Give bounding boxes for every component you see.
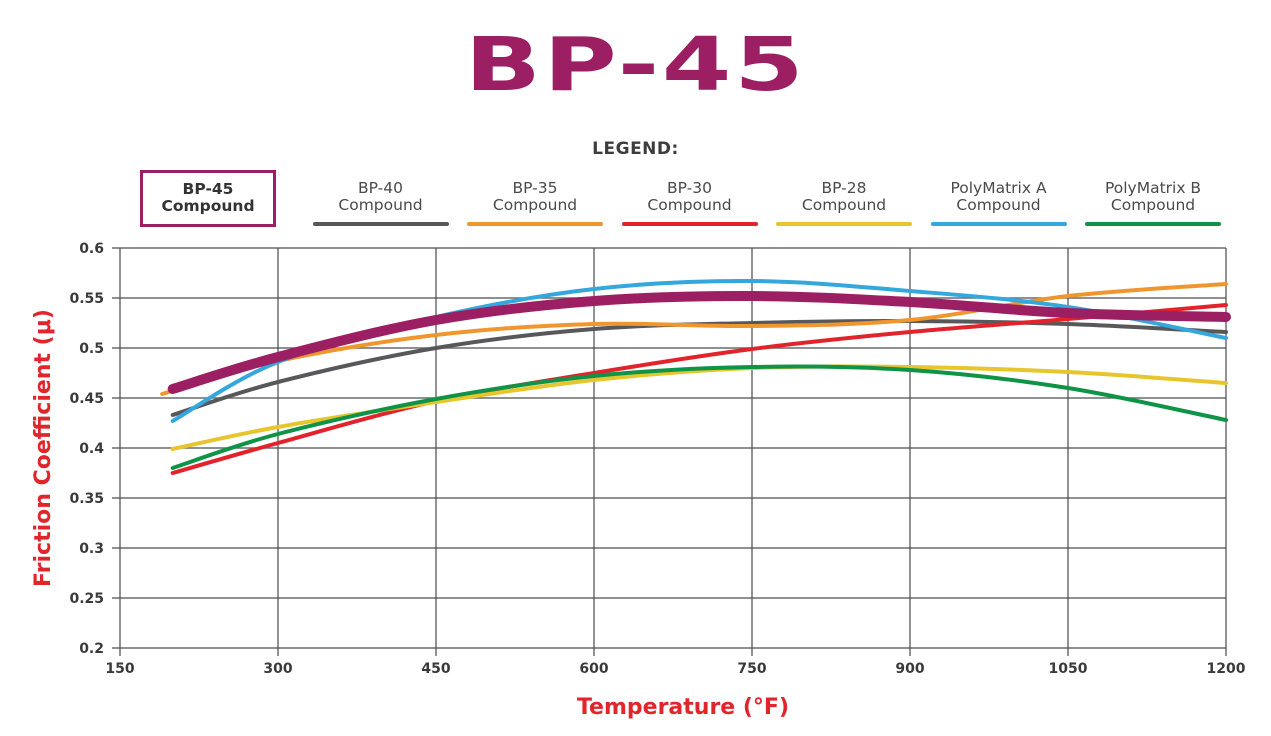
- legend-item: BP-45 Compound: [140, 170, 276, 227]
- x-tick-label: 150: [105, 661, 134, 677]
- y-tick-label: 0.6: [79, 241, 104, 257]
- y-axis-label: Friction Coefficient (μ): [31, 309, 56, 587]
- legend-label-type: Compound: [161, 197, 255, 215]
- x-tick-label: 1050: [1049, 661, 1088, 677]
- legend-swatch: [621, 222, 758, 226]
- series-line-bp-45-compound: [167, 290, 1231, 394]
- legend-swatch: [930, 222, 1067, 226]
- legend-swatch: [312, 222, 449, 226]
- series-line-bp-30-compound: [170, 303, 1228, 475]
- legend-label: BP-30 Compound: [622, 170, 758, 214]
- legend-label: PolyMatrix B Compound: [1085, 170, 1221, 214]
- legend-swatch: [776, 222, 912, 226]
- legend-item: BP-35 Compound: [467, 170, 603, 228]
- y-tick-label: 0.3: [79, 541, 104, 557]
- series-line-polymatrix-b-compound: [170, 364, 1228, 470]
- x-tick-label: 600: [579, 661, 608, 677]
- x-tick-label: 1200: [1207, 661, 1246, 677]
- legend-label-type: Compound: [956, 196, 1041, 214]
- x-tick-label: 750: [737, 661, 766, 677]
- legend-label-type: Compound: [338, 196, 423, 214]
- legend-label-name: PolyMatrix A: [950, 179, 1047, 197]
- y-tick-label: 0.45: [69, 391, 104, 407]
- x-tick-label: 900: [895, 661, 924, 677]
- y-tick-label: 0.25: [69, 591, 104, 607]
- legend-label-name: BP-35: [512, 179, 558, 197]
- legend-label: BP-45 Compound: [143, 173, 273, 215]
- legend-label-type: Compound: [801, 196, 887, 214]
- legend-label-name: BP-30: [667, 179, 712, 197]
- legend-label-name: BP-45: [182, 180, 234, 198]
- legend-label-name: BP-28: [821, 179, 867, 197]
- y-tick-label: 0.55: [69, 291, 104, 307]
- legend-label: BP-35 Compound: [467, 170, 603, 214]
- legend-item: PolyMatrix A Compound: [930, 170, 1067, 228]
- legend-label-type: Compound: [1110, 196, 1196, 214]
- legend-label: PolyMatrix A Compound: [931, 170, 1067, 214]
- series-line-bp-35-compound: [160, 282, 1228, 396]
- x-tick-label: 450: [421, 661, 450, 677]
- legend-swatch: [1085, 222, 1221, 226]
- legend-label: BP-40 Compound: [313, 170, 449, 214]
- y-tick-label: 0.35: [69, 491, 104, 507]
- legend-swatch: [467, 222, 603, 226]
- x-tick-label: 300: [263, 661, 292, 677]
- legend-label-name: BP-40: [358, 179, 403, 197]
- chart-title: BP-45: [464, 22, 807, 108]
- legend-item: BP-40 Compound: [312, 170, 449, 228]
- y-tick-label: 0.2: [79, 641, 104, 657]
- legend-item: BP-30 Compound: [621, 170, 758, 228]
- y-tick-label: 0.5: [79, 341, 104, 357]
- legend-title: LEGEND:: [592, 139, 679, 159]
- legend-label-type: Compound: [492, 196, 578, 214]
- x-axis-label: Temperature (°F): [577, 695, 789, 720]
- series-line-bp-28-compound: [170, 364, 1228, 451]
- y-tick-label: 0.4: [79, 441, 104, 457]
- series-layer: [160, 278, 1231, 475]
- legend-item: BP-28 Compound: [776, 170, 912, 228]
- legend-label: BP-28 Compound: [776, 170, 912, 214]
- legend-label-name: PolyMatrix B: [1104, 179, 1202, 197]
- legend-label-type: Compound: [647, 196, 732, 214]
- legend-item: PolyMatrix B Compound: [1085, 170, 1221, 228]
